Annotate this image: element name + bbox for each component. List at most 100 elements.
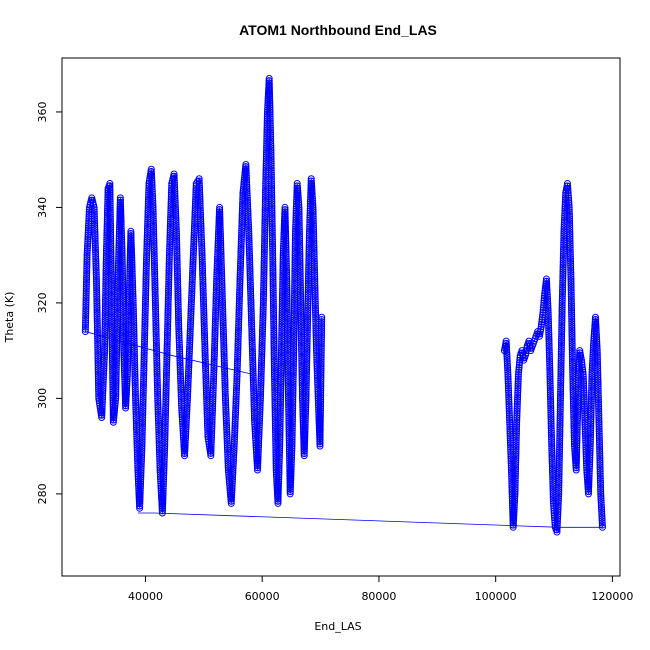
data-point <box>198 256 206 264</box>
data-point <box>187 318 195 326</box>
data-point <box>91 241 99 249</box>
data-point <box>159 489 167 497</box>
data-point <box>183 405 191 413</box>
data-point <box>162 389 170 397</box>
data-point <box>154 403 162 411</box>
data-point <box>197 229 205 237</box>
data-point <box>129 303 137 311</box>
data-point <box>106 188 114 196</box>
data-point <box>150 261 158 269</box>
x-tick-label: 120000 <box>591 590 633 603</box>
data-point <box>137 455 145 463</box>
data-point <box>163 340 171 348</box>
data-point <box>160 467 168 475</box>
data-point <box>94 379 102 387</box>
data-point <box>99 385 107 393</box>
data-point <box>122 395 130 403</box>
data-point <box>165 273 173 281</box>
data-point <box>94 377 102 385</box>
data-point <box>190 240 198 248</box>
data-point <box>137 467 145 475</box>
data-point <box>83 260 91 268</box>
data-point <box>202 389 210 397</box>
data-point <box>152 343 160 351</box>
data-point <box>209 389 217 397</box>
data-point <box>153 383 161 391</box>
data-point <box>137 473 145 481</box>
data-point <box>166 236 174 244</box>
data-point <box>207 447 215 455</box>
data-point <box>159 496 167 504</box>
data-point <box>149 212 157 220</box>
data-point <box>201 336 209 344</box>
data-point <box>197 213 205 221</box>
data-point <box>131 374 139 382</box>
data-point <box>151 299 159 307</box>
data-point <box>201 338 209 346</box>
data-point <box>131 363 139 371</box>
data-point <box>163 333 171 341</box>
data-point <box>207 434 215 442</box>
data-point <box>195 177 203 185</box>
data-point <box>81 323 89 331</box>
data-point <box>154 412 162 420</box>
data-point <box>136 500 144 508</box>
data-point <box>91 219 99 227</box>
data-point <box>163 347 171 355</box>
data-point <box>102 271 110 279</box>
data-point <box>153 361 161 369</box>
data-point <box>129 283 137 291</box>
data-point <box>98 407 106 415</box>
data-point <box>143 233 151 241</box>
data-point <box>100 369 108 377</box>
data-point <box>176 366 184 374</box>
data-point <box>84 242 92 250</box>
data-point <box>207 452 215 460</box>
data-point <box>112 381 120 389</box>
data-point <box>141 324 149 332</box>
data-point <box>198 238 206 246</box>
data-point <box>163 369 171 377</box>
data-point <box>119 293 127 301</box>
data-point <box>174 298 182 306</box>
y-tick-label: 280 <box>36 483 49 504</box>
data-point <box>161 442 169 450</box>
data-point <box>202 362 210 370</box>
data-point <box>181 436 189 444</box>
data-point <box>167 206 175 214</box>
data-point <box>93 282 101 290</box>
data-point <box>137 475 145 483</box>
data-point <box>155 423 163 431</box>
data-point <box>113 350 121 358</box>
data-point <box>200 302 208 310</box>
data-point <box>142 262 150 270</box>
data-point <box>118 262 126 270</box>
data-point <box>163 367 171 375</box>
data-point <box>98 396 106 404</box>
data-point <box>141 333 149 341</box>
data-point <box>139 387 147 395</box>
data-point <box>159 487 167 495</box>
data-point <box>106 208 114 216</box>
data-point <box>119 322 127 330</box>
data-point <box>161 433 169 441</box>
data-point <box>176 361 184 369</box>
data-point <box>118 269 126 277</box>
data-point <box>175 339 183 347</box>
data-point <box>177 386 185 394</box>
data-point <box>98 398 106 406</box>
data-point <box>100 358 108 366</box>
data-point <box>152 328 160 336</box>
data-point <box>101 311 109 319</box>
data-point <box>171 194 179 202</box>
data-point <box>131 357 139 365</box>
data-point <box>151 274 159 282</box>
data-point <box>189 249 197 257</box>
data-point <box>166 242 174 250</box>
data-point <box>107 279 115 287</box>
data-point <box>202 386 210 394</box>
data-point <box>149 221 157 229</box>
data-point <box>107 237 115 245</box>
data-point <box>184 383 192 391</box>
data-point <box>186 343 194 351</box>
